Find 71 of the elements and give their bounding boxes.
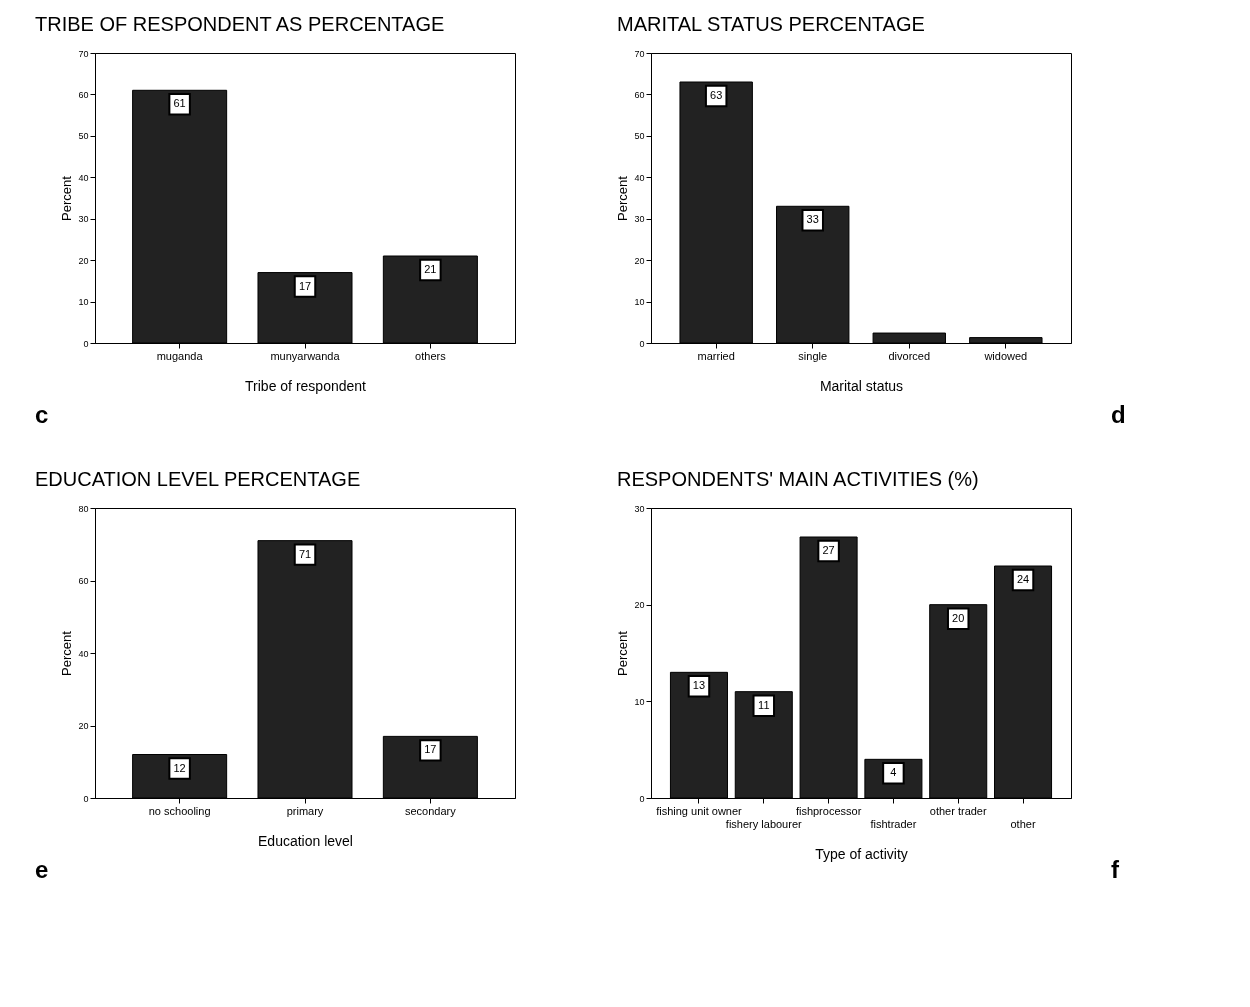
data-label: 17 <box>298 279 312 292</box>
text: e <box>35 856 49 883</box>
x-tick-label: others <box>415 349 447 362</box>
data-label: 20 <box>952 611 965 624</box>
y-tick-label: 60 <box>634 89 645 100</box>
text: c <box>35 401 49 428</box>
x-tick-label: fishing unit owner <box>656 804 743 817</box>
y-axis-title: Percent <box>59 175 75 221</box>
data-label: 12 <box>173 761 186 774</box>
y-tick-label: 0 <box>83 793 89 804</box>
y-tick-label: 0 <box>83 338 89 349</box>
y-axis-title: Percent <box>615 630 631 676</box>
data-label: 33 <box>806 213 819 226</box>
y-tick-label: 10 <box>634 696 645 707</box>
x-axis-title: Type of activity <box>815 845 908 862</box>
chart-title: MARITAL STATUS PERCENTAGE <box>616 13 925 35</box>
chart-title: RESPONDENTS' MAIN ACTIVITIES (%) <box>616 468 979 490</box>
y-tick-label: 40 <box>78 172 89 183</box>
y-tick-label: 30 <box>78 214 89 225</box>
y-tick-label: 20 <box>634 600 645 611</box>
y-tick-label: 0 <box>639 338 645 349</box>
text: d <box>1111 401 1126 428</box>
y-tick-label: 40 <box>78 648 89 659</box>
x-axis-title: Education level <box>258 832 353 849</box>
x-tick-label: fishery labourer <box>725 817 803 830</box>
y-tick-label: 50 <box>78 131 89 142</box>
x-tick-label: other <box>1010 817 1036 830</box>
y-tick-label: 30 <box>634 214 645 225</box>
x-tick-label: fishprocessor <box>795 804 862 817</box>
y-tick-label: 10 <box>78 297 89 308</box>
data-label: 13 <box>692 679 706 692</box>
y-tick-label: 30 <box>634 503 645 514</box>
x-tick-label: secondary <box>404 804 457 817</box>
x-tick-label: widowed <box>983 349 1028 362</box>
y-tick-label: 40 <box>634 172 645 183</box>
y-axis-title: Percent <box>615 175 631 221</box>
chart-title: EDUCATION LEVEL PERCENTAGE <box>35 468 361 490</box>
data-label: 11 <box>758 698 770 711</box>
x-tick-label: other trader <box>929 804 987 817</box>
data-label: 71 <box>298 547 312 560</box>
x-tick-label: no schooling <box>148 804 211 817</box>
text: f <box>1111 856 1120 883</box>
y-tick-label: 20 <box>78 255 89 266</box>
y-tick-label: 50 <box>634 131 645 142</box>
x-tick-label: married <box>697 349 735 362</box>
y-tick-label: 0 <box>639 793 645 804</box>
data-label: 27 <box>822 544 835 556</box>
y-tick-label: 60 <box>78 576 89 586</box>
y-tick-label: 70 <box>634 48 645 59</box>
y-axis-title: Percent <box>59 630 75 676</box>
data-label: 63 <box>710 89 723 101</box>
x-tick-label: primary <box>286 804 324 817</box>
data-label: 21 <box>424 263 437 275</box>
data-label: 17 <box>424 743 437 756</box>
y-tick-label: 20 <box>78 721 89 731</box>
data-label: 24 <box>1016 573 1030 585</box>
x-tick-label: single <box>798 349 828 362</box>
y-tick-label: 20 <box>634 255 645 266</box>
data-label: 61 <box>173 97 186 110</box>
y-tick-label: 10 <box>634 297 645 308</box>
x-tick-label: muganda <box>156 349 204 362</box>
data-label: 4 <box>890 766 897 779</box>
chart-title: TRIBE OF RESPONDENT AS PERCENTAGE <box>35 13 445 35</box>
x-axis-title: Tribe of respondent <box>245 377 367 394</box>
y-tick-label: 60 <box>78 89 89 100</box>
y-tick-label: 80 <box>78 503 89 514</box>
x-tick-label: munyarwanda <box>270 349 341 362</box>
x-tick-label: fishtrader <box>870 817 917 830</box>
x-axis-title: Marital status <box>819 377 904 394</box>
y-tick-label: 70 <box>78 48 89 59</box>
x-tick-label: divorced <box>888 349 931 362</box>
